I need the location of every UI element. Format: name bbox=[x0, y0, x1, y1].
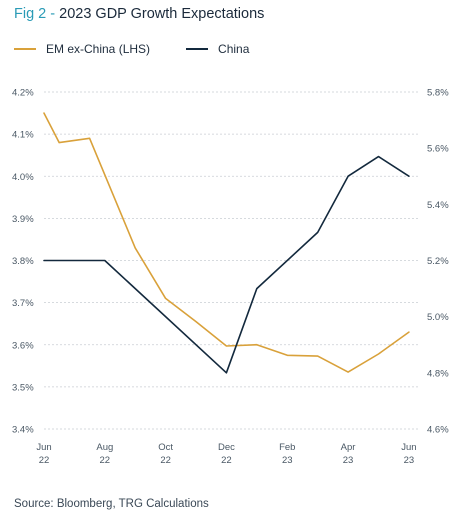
figure-number: Fig 2 - bbox=[14, 6, 60, 22]
x-tick-label-month: Jun bbox=[401, 442, 416, 453]
y-left-tick-label: 4.0% bbox=[12, 172, 34, 183]
figure-title: 2023 GDP Growth Expectations bbox=[59, 6, 265, 22]
y-left-tick-label: 3.7% bbox=[12, 298, 34, 309]
y-right-tick-label: 5.4% bbox=[427, 200, 449, 211]
line-chart: 3.4% 3.5% 3.6% 3.7% 3.8% 3.9% 4.0% 4.1% 4.2% 4.6%… bbox=[12, 88, 449, 467]
x-tick-label-year: 23 bbox=[404, 455, 415, 466]
series-line-china bbox=[43, 155, 410, 374]
x-tick-label-year: 22 bbox=[160, 455, 171, 466]
x-tick-label-month: Dec bbox=[218, 442, 235, 453]
y-right-tick-label: 4.6% bbox=[427, 425, 449, 436]
y-right-tick-label: 4.8% bbox=[427, 368, 449, 379]
legend-item-china: China bbox=[186, 42, 249, 56]
source-note: Source: Bloomberg, TRG Calculations bbox=[14, 498, 209, 510]
x-tick-label-year: 22 bbox=[100, 455, 111, 466]
x-tick-label-year: 22 bbox=[39, 455, 50, 466]
y-left-tick-label: 3.4% bbox=[12, 425, 34, 436]
y-right-tick-label: 5.8% bbox=[427, 88, 449, 99]
x-tick-label-month: Oct bbox=[158, 442, 173, 453]
y-left-tick-label: 4.2% bbox=[12, 88, 34, 99]
y-right-tick-label: 5.6% bbox=[427, 144, 449, 155]
legend-label-em: EM ex-China (LHS) bbox=[46, 42, 151, 56]
legend-label-china: China bbox=[218, 42, 250, 56]
x-tick-label-month: Apr bbox=[341, 442, 356, 453]
legend-swatch-china bbox=[186, 48, 209, 50]
y-left-tick-label: 3.5% bbox=[12, 382, 34, 393]
legend-swatch-em bbox=[14, 48, 36, 50]
x-tick-label-month: Feb bbox=[279, 442, 295, 453]
chart-legend: EM ex-China (LHS) China bbox=[14, 40, 285, 58]
x-tick-label-year: 23 bbox=[343, 455, 354, 466]
x-tick-label-month: Jun bbox=[36, 442, 51, 453]
y-left-tick-label: 3.8% bbox=[12, 256, 34, 267]
y-left-tick-label: 3.9% bbox=[12, 214, 34, 225]
y-right-tick-label: 5.0% bbox=[427, 312, 449, 323]
y-right-tick-label: 5.2% bbox=[427, 256, 449, 267]
x-tick-label-month: Aug bbox=[96, 442, 113, 453]
chart-title: Fig 2 - 2023 GDP Growth Expectations bbox=[14, 6, 264, 22]
y-left-tick-label: 4.1% bbox=[12, 130, 34, 141]
x-tick-label-year: 22 bbox=[221, 455, 232, 466]
y-left-tick-label: 3.6% bbox=[12, 340, 34, 351]
legend-item-em: EM ex-China (LHS) bbox=[14, 42, 150, 56]
x-tick-label-year: 23 bbox=[282, 455, 293, 466]
series-line-em-ex-china bbox=[43, 112, 410, 373]
